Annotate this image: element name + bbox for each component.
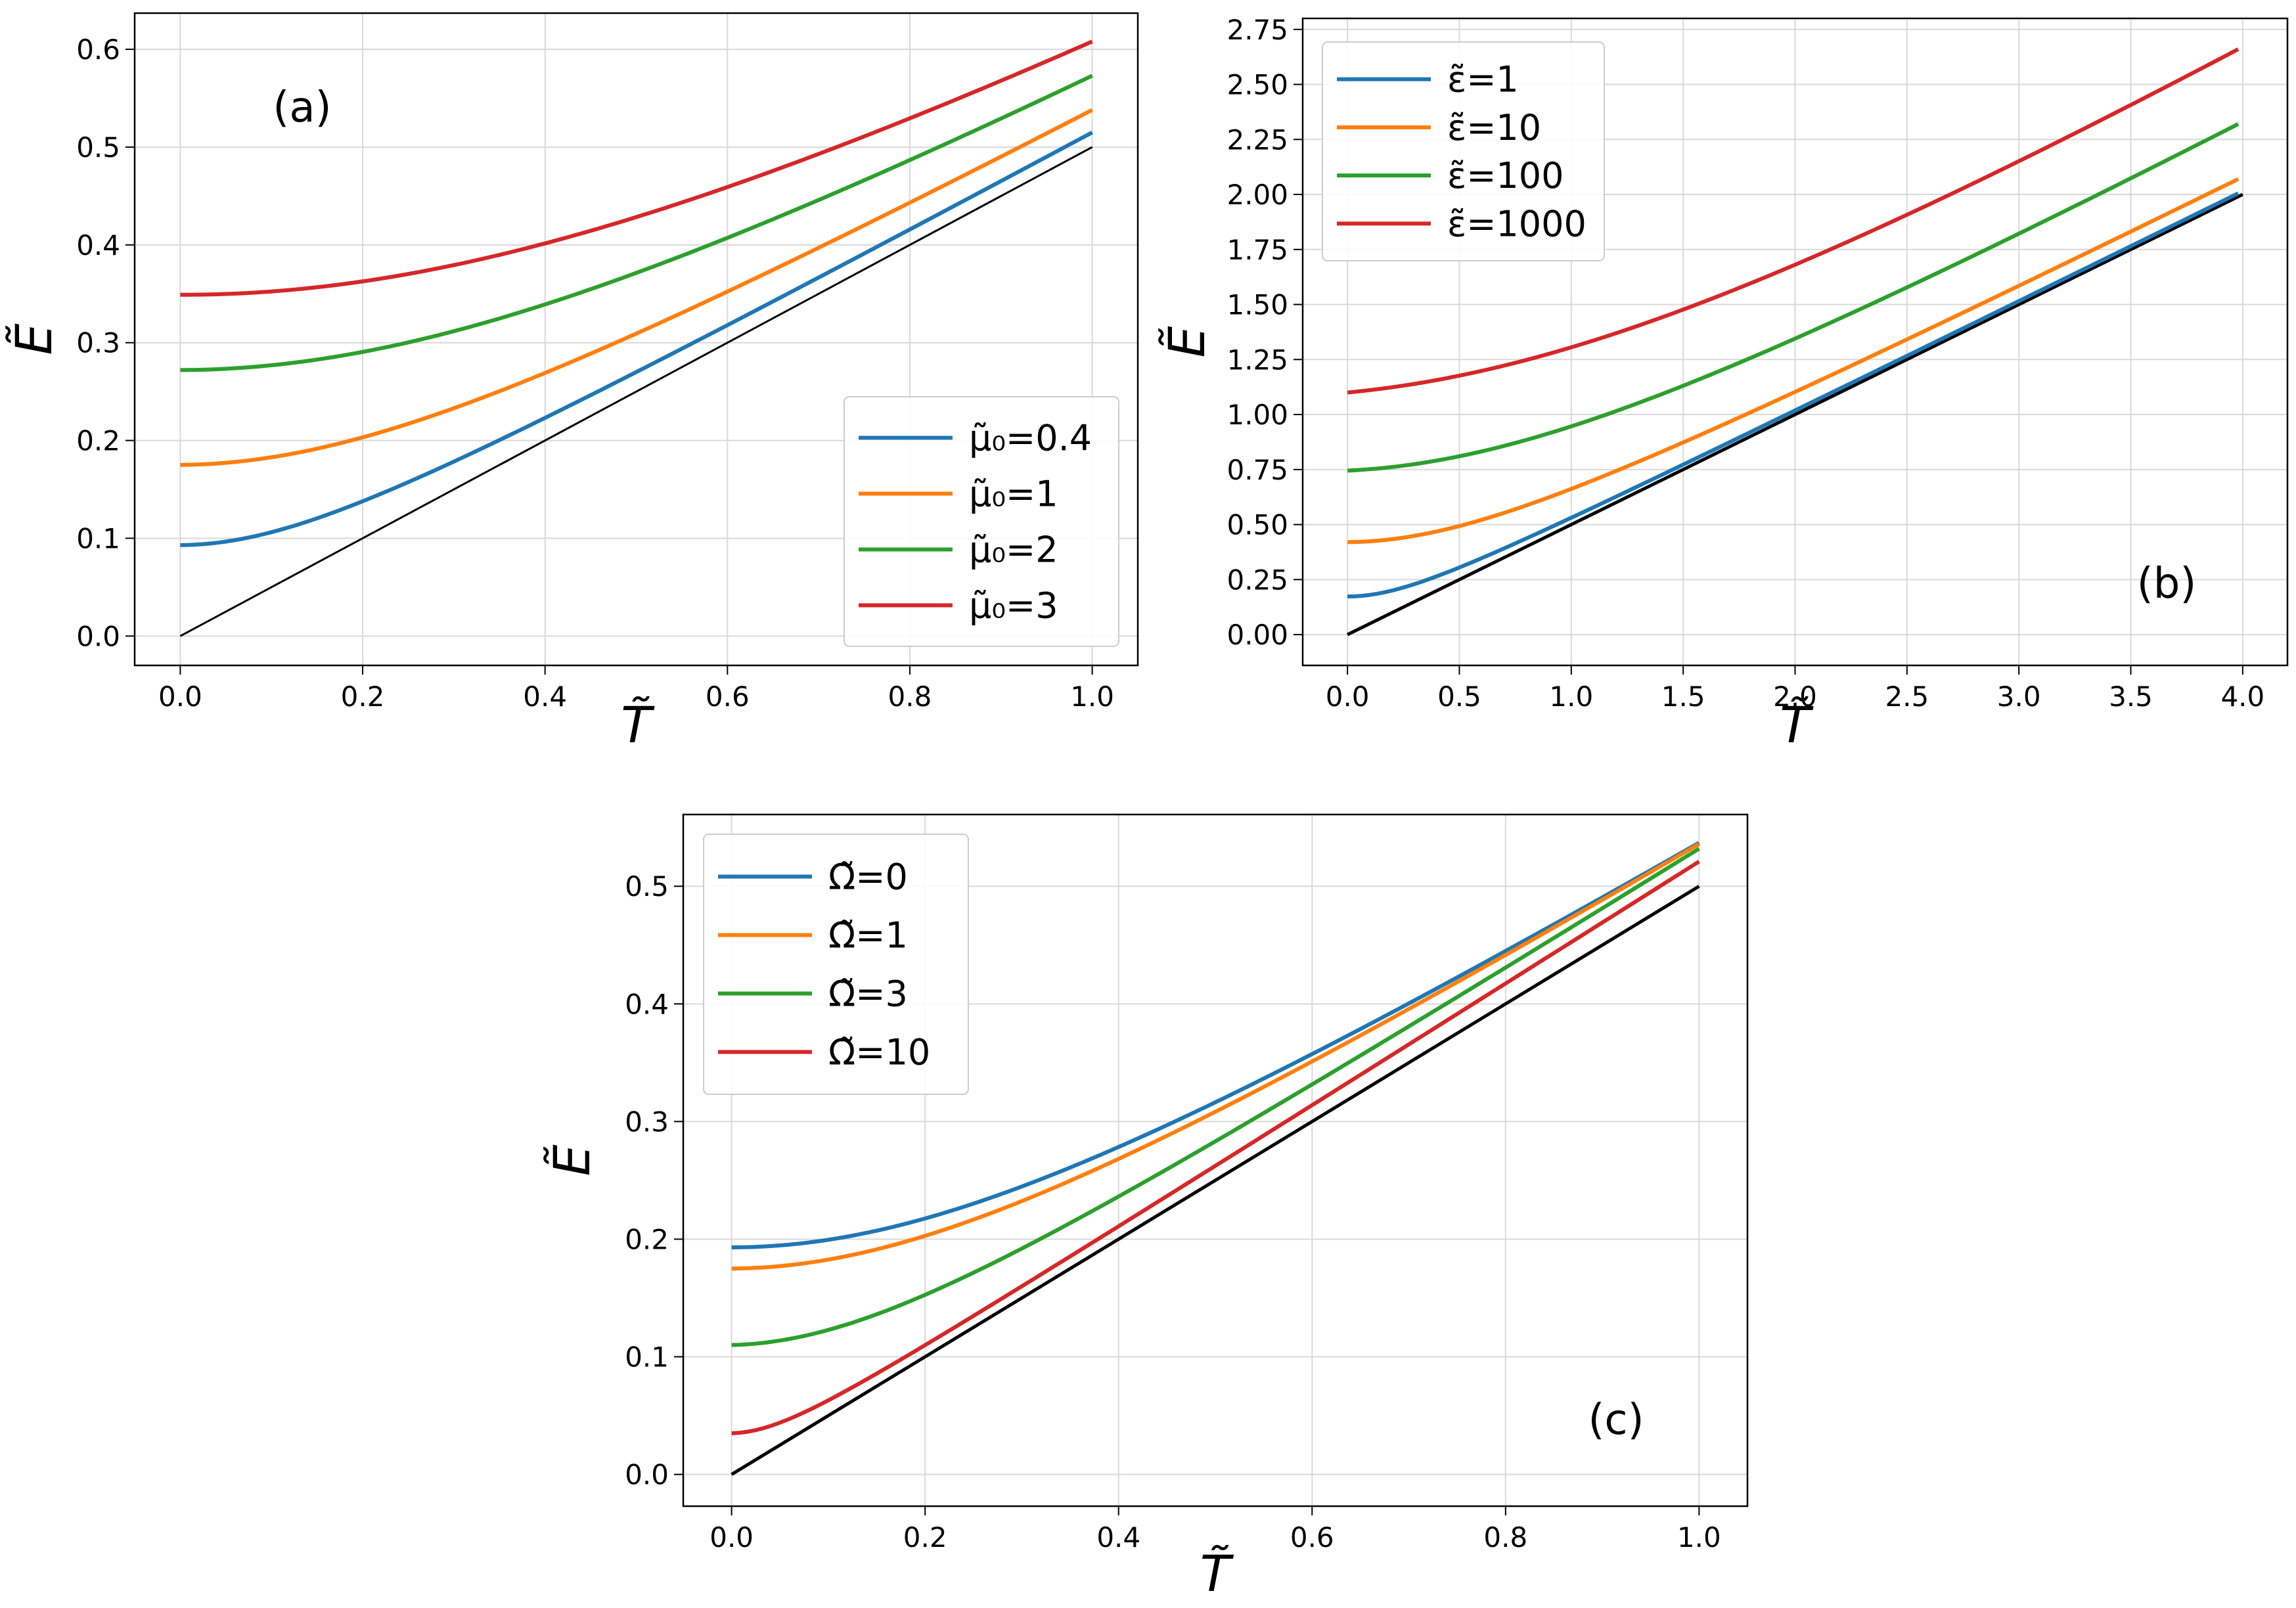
panel-label: (a) [273,83,331,132]
panel-label: (b) [2137,560,2197,608]
y-tick-label: 0.00 [1227,619,1288,651]
legend: Ω̃=0 Ω̃=1 Ω̃=3 Ω̃=10 [703,834,969,1095]
series-line-b-2 [1347,122,2240,473]
y-tick-label: 0.5 [625,870,669,903]
series-line-a-1 [180,108,1093,467]
legend-entry-3: Ω̃=10 [828,1032,930,1073]
y-tick-label: 0.3 [76,327,120,359]
reference-line-classical [1347,192,2243,636]
legend-entry-0: Ω̃=0 [828,857,908,898]
y-tick-label: 0.50 [1227,509,1288,541]
axes-frame [1301,17,2289,667]
y-tick-label: 1.00 [1227,399,1288,431]
x-tick-label: 2.0 [1773,681,1817,713]
series-line-c-3 [731,860,1700,1435]
legend-frame [844,396,1119,647]
x-tick-label: 0.5 [1437,681,1481,713]
x-axis-label: T̃ [1200,1544,1234,1603]
y-tick-label: 0.0 [76,620,120,652]
legend-entry-1: μ̃₀=1 [969,474,1058,515]
y-tick-label: 0.1 [625,1341,669,1374]
chart-panel-a: 0.0 0.2 0.4 0.6 0.8 1.0 0.0 0.1 0.2 0.3 0.4 0.5 0.6 T… [5,12,1139,754]
x-tick-label: 1.0 [1549,681,1593,713]
y-tick-label: 0.0 [625,1459,669,1491]
legend: μ̃₀=0.4 μ̃₀=1 μ̃₀=2 μ̃₀=3 [844,396,1119,647]
y-tick-label: 0.3 [625,1106,669,1138]
y-tick-label: 1.50 [1227,289,1288,321]
x-tick-label: 1.5 [1661,681,1705,713]
x-tick-label: 0.0 [709,1521,754,1553]
reference-line-classical [179,146,1093,637]
y-axis-label: Ẽ [543,1144,601,1176]
reference-line-classical [731,885,1700,1476]
series-line-a-0 [180,130,1094,547]
axes-frame [133,12,1139,667]
x-tick-label: 0.4 [523,681,567,713]
legend-entry-0: μ̃₀=0.4 [969,418,1092,459]
chart-panel-b: 0.0 0.5 1.0 1.5 2.0 2.5 3.0 3.5 4.0 0.00 0.25 0.50 0… [1158,14,2289,754]
x-tick-label: 3.5 [2109,681,2153,713]
x-tick-label: 4.0 [2220,681,2264,713]
x-tick-label: 0.8 [1483,1521,1527,1553]
y-tick-label: 0.2 [76,425,120,457]
series-line-b-3 [1347,47,2240,395]
x-tick-label: 0.2 [341,681,385,713]
series-line-b-0 [1347,191,2240,599]
axes-frame [682,813,1749,1508]
y-tick-label: 0.5 [76,131,120,164]
y-tick-label: 2.25 [1227,123,1288,156]
y-tick-label: 0.1 [76,522,120,554]
x-tick-label: 0.0 [158,681,202,713]
x-tick-label: 0.0 [1326,681,1370,713]
y-tick-label: 0.2 [625,1223,669,1255]
x-tick-label: 0.4 [1096,1521,1140,1553]
y-tick-label: 2.00 [1227,179,1288,211]
y-tick-label: 0.4 [76,229,120,261]
legend-frame [703,834,969,1095]
x-axis-label: T̃ [1780,696,1814,754]
y-tick-label: 0.25 [1227,564,1288,596]
series-line-a-2 [180,74,1093,372]
y-axis-label: Ẽ [5,323,63,355]
chart-panel-c: 0.0 0.2 0.4 0.6 0.8 1.0 0.0 0.1 0.2 0.3 0.4 0.5 T̃ Ẽ (… [543,813,1749,1603]
panel-label: (c) [1588,1396,1644,1444]
x-tick-label: 0.8 [888,681,932,713]
series-line-c-0 [731,841,1700,1250]
legend-entry-3: ε̃=1000 [1447,203,1587,244]
legend-entry-2: ε̃=100 [1447,155,1564,196]
legend-entry-3: μ̃₀=3 [969,585,1058,627]
x-tick-label: 0.2 [903,1521,947,1553]
y-tick-label: 1.75 [1227,234,1288,266]
y-tick-label: 0.4 [625,988,669,1020]
x-tick-label: 1.0 [1677,1521,1721,1553]
y-tick-label: 0.6 [76,34,120,66]
x-tick-label: 2.5 [1885,681,1929,713]
legend-entry-2: μ̃₀=2 [969,529,1058,571]
x-axis-label: T̃ [621,696,655,754]
series-line-c-2 [731,847,1700,1347]
x-tick-label: 1.0 [1070,681,1114,713]
y-tick-label: 1.25 [1227,344,1288,376]
x-tick-label: 0.6 [706,681,750,713]
y-tick-label: 0.75 [1227,454,1288,486]
series-line-a-3 [180,39,1093,297]
x-tick-label: 3.0 [1997,681,2041,713]
y-tick-label: 2.50 [1227,69,1288,101]
legend-entry-1: ε̃=10 [1447,107,1541,148]
x-tick-label: 0.6 [1290,1521,1334,1553]
series-line-b-1 [1347,177,2240,545]
legend: ε̃=1 ε̃=10 ε̃=100 ε̃=1000 [1322,41,1605,261]
y-tick-label: 2.75 [1227,14,1288,46]
legend-entry-1: Ω̃=1 [828,915,908,956]
legend-entry-0: ε̃=1 [1447,59,1519,100]
legend-entry-2: Ω̃=3 [828,973,908,1015]
y-axis-label: Ẽ [1158,326,1216,357]
series-line-c-1 [731,842,1700,1271]
legend-frame [1322,41,1605,261]
